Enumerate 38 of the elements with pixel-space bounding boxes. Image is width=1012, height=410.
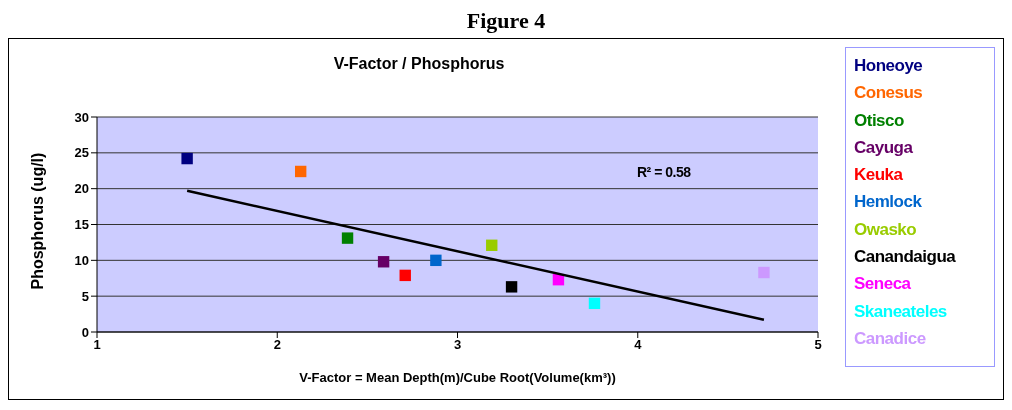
x-tick-label: 2	[273, 337, 281, 353]
text: Owasko	[854, 218, 918, 241]
text: Conesus	[854, 82, 924, 105]
text: Hemlock	[854, 191, 923, 214]
y-tick-label: 0	[81, 324, 89, 340]
point	[341, 232, 354, 244]
text: Keuka	[854, 164, 904, 187]
text: Honeoye	[854, 55, 924, 77]
point	[486, 239, 498, 251]
x-axis-title: V-Factor = Mean Depth(m)/Cube Root(Volume(km³))	[299, 370, 616, 385]
y-tick-label: 30	[74, 109, 89, 125]
point	[588, 297, 601, 310]
annotation: R² = 0.58	[637, 164, 691, 180]
point	[294, 165, 307, 178]
x-tick-label: 3	[453, 337, 462, 353]
point	[377, 256, 390, 268]
y-tick-label: 15	[74, 217, 89, 233]
x-tick-label: 5	[814, 337, 822, 353]
y-tick-label: 5	[81, 288, 89, 304]
x-tick-label: 1	[93, 337, 101, 353]
text: Otisco	[854, 109, 905, 132]
y-tick-label: 10	[74, 252, 89, 268]
y-tick-label: 20	[74, 181, 89, 197]
point	[758, 266, 770, 279]
text: Seneca	[854, 273, 912, 296]
y-axis-title: Phosphorus (ug/l)	[28, 152, 46, 290]
text: Cayuga	[854, 136, 914, 159]
point	[430, 254, 442, 267]
point	[181, 152, 193, 165]
x-tick-label: 4	[634, 337, 643, 353]
point	[505, 281, 518, 293]
text: Canadice	[854, 327, 927, 350]
chart-subtitle: V-Factor / Phosphorus	[332, 55, 506, 73]
y-tick-label: 25	[74, 145, 89, 161]
point	[399, 269, 411, 282]
text: Canandaigua	[854, 246, 957, 269]
chart-title: Figure 4	[465, 8, 547, 35]
text: Skaneateles	[854, 300, 948, 323]
